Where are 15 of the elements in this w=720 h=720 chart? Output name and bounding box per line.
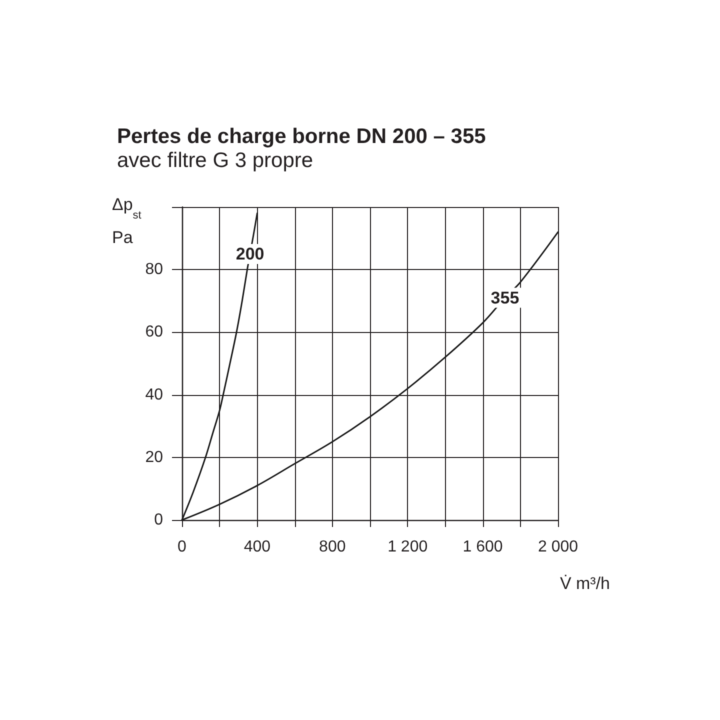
y-tick-label: 0 <box>154 512 164 528</box>
y-tick-label: 40 <box>145 386 164 404</box>
x-tick-label: 1 200 <box>388 538 428 556</box>
series-label: 200 <box>236 244 264 264</box>
x-axis-title: V̇ m³/h <box>560 574 610 593</box>
y-tick-label: 80 <box>145 261 164 278</box>
x-tick-label: 800 <box>319 538 346 556</box>
chart-subtitle: avec filtre G 3 propre <box>117 149 314 172</box>
x-tick-label: 2 000 <box>538 538 578 556</box>
x-tick-label: 1 600 <box>462 538 503 556</box>
y-tick-label: 60 <box>145 324 164 341</box>
x-tick-label: 400 <box>244 538 271 556</box>
chart-title: Pertes de charge borne DN 200 – 355 <box>117 125 486 148</box>
y-tick-label: 20 <box>145 448 164 466</box>
x-tick-label: 0 <box>178 538 187 556</box>
